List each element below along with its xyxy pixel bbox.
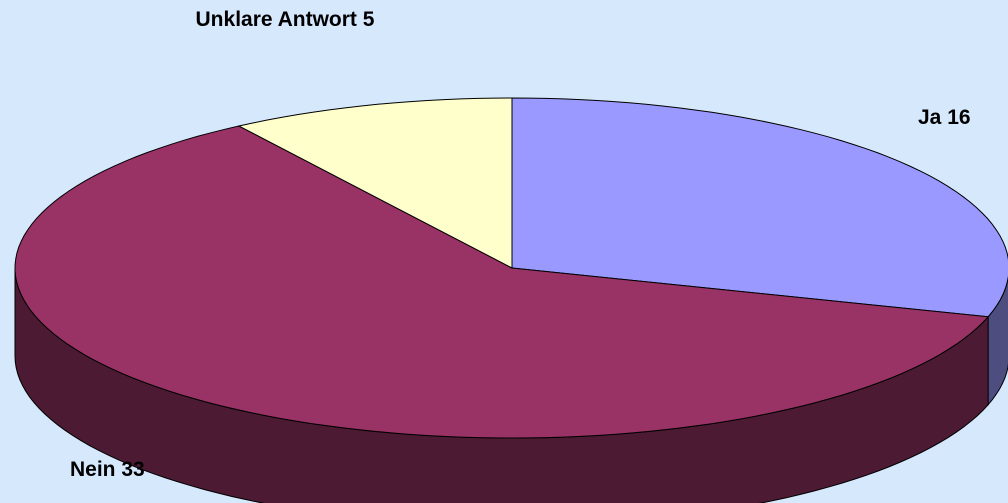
data-label: Nein 33 [70,456,210,484]
label-category: Unklare Antwort [195,8,357,31]
label-value: 16 [947,106,971,129]
label-category: Nein [70,458,116,481]
label-value: 33 [121,458,145,481]
label-category: Ja [918,106,942,129]
slice [511,97,1008,318]
slice [237,97,513,269]
data-label: Ja 16 [918,104,1008,132]
label-value: 5 [362,8,375,31]
slice [14,125,990,439]
data-label: Unklare Antwort 5 [190,6,380,34]
